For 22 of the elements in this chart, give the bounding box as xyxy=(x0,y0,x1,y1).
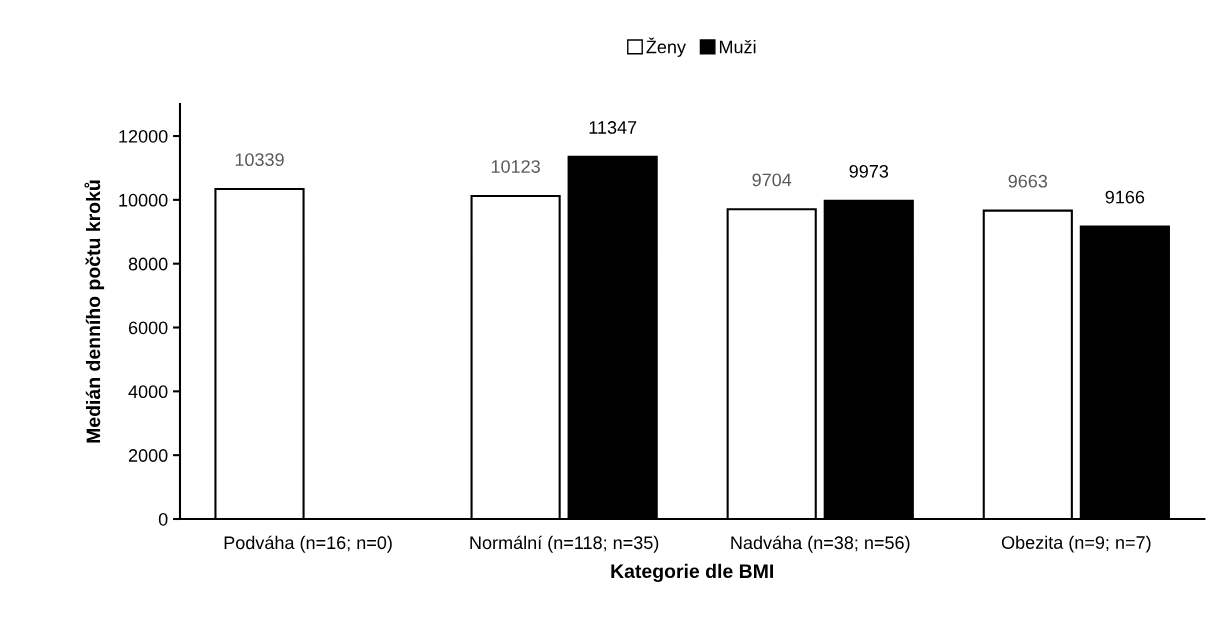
y-tick-label: 8000 xyxy=(128,257,168,271)
x-tick-label: Nadváha (n=38; n=56) xyxy=(731,535,910,553)
legend-label: Muži xyxy=(719,40,756,54)
data-label: 9166 xyxy=(1105,190,1145,204)
y-tick-label: 6000 xyxy=(128,321,168,335)
y-tick-label: 0 xyxy=(158,512,168,526)
y-tick-label: 2000 xyxy=(128,449,168,462)
data-label: 10123 xyxy=(491,160,540,173)
y-tick-label: 10000 xyxy=(119,193,168,207)
x-axis-title: Kategorie dle BMI xyxy=(611,563,773,583)
y-tick-label: 4000 xyxy=(128,385,168,399)
data-label: 10339 xyxy=(235,153,284,167)
data-label: 9973 xyxy=(849,164,889,178)
y-axis-title: Medián denního počtu kroků xyxy=(84,180,105,443)
legend-label: Ženy xyxy=(646,37,686,57)
x-tick-label: Normální (n=118; n=35) xyxy=(470,535,659,553)
data-label: 11347 xyxy=(589,121,637,134)
x-tick-label: Podváha (n=16; n=0) xyxy=(224,535,392,553)
data-label: 9663 xyxy=(1008,174,1048,188)
y-tick-label: 12000 xyxy=(119,129,168,143)
data-label: 9704 xyxy=(752,173,792,187)
x-tick-label: Obezita (n=9; n=7) xyxy=(1001,535,1151,553)
